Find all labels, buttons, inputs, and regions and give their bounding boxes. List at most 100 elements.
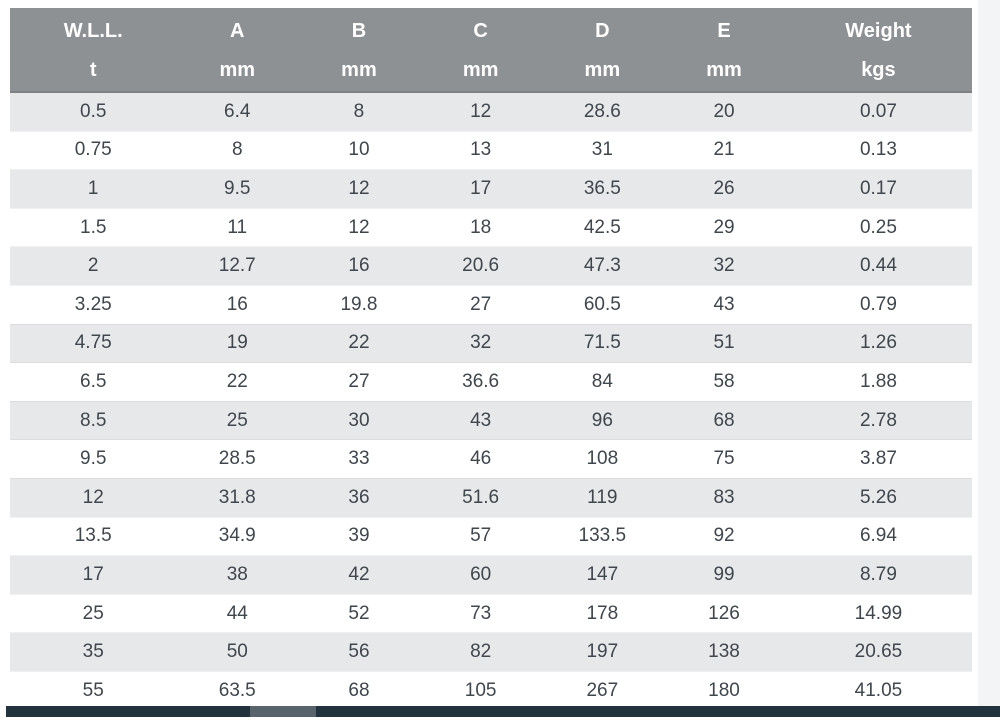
table-row: 55 63.5 68 105 267 180 41.05 xyxy=(10,671,972,711)
cell: 56 xyxy=(298,632,420,672)
cell: 47.3 xyxy=(541,246,664,286)
cell: 13.5 xyxy=(10,517,177,557)
cell: 20.6 xyxy=(419,246,542,286)
table-row: 4.75 19 22 32 71.5 51 1.26 xyxy=(10,324,972,364)
cell: 50 xyxy=(176,632,299,672)
cell: 197 xyxy=(541,632,664,672)
column-header-weight: Weight xyxy=(784,8,972,51)
cell: 20.65 xyxy=(784,632,972,672)
cell: 9.5 xyxy=(10,439,177,479)
cell: 58 xyxy=(663,362,785,402)
cell: 99 xyxy=(663,555,785,595)
cell: 60 xyxy=(419,555,542,595)
right-gutter xyxy=(978,0,1000,706)
cell: 34.9 xyxy=(176,517,299,557)
unit-header-weight: kgs xyxy=(784,51,972,93)
cell: 25 xyxy=(10,594,177,634)
cell: 21 xyxy=(663,131,785,171)
cell: 25 xyxy=(176,401,299,441)
cell: 39 xyxy=(298,517,420,557)
cell: 84 xyxy=(541,362,664,402)
cell: 32 xyxy=(419,324,542,364)
cell: 42 xyxy=(298,555,420,595)
cell: 138 xyxy=(663,632,785,672)
cell: 51 xyxy=(663,324,785,364)
cell: 18 xyxy=(419,208,542,248)
cell: 0.44 xyxy=(784,246,972,286)
unit-header-b: mm xyxy=(298,51,420,93)
cell: 1 xyxy=(10,169,177,209)
table-header-row: W.L.L. A B C D E Weight xyxy=(10,8,972,51)
cell: 126 xyxy=(663,594,785,634)
cell: 0.79 xyxy=(784,285,972,325)
cell: 105 xyxy=(419,671,542,711)
cell: 1.88 xyxy=(784,362,972,402)
unit-header-d: mm xyxy=(541,51,664,93)
table-row: 25 44 52 73 178 126 14.99 xyxy=(10,594,972,634)
table-row: 3.25 16 19.8 27 60.5 43 0.79 xyxy=(10,285,972,325)
table-body: 0.5 6.4 8 12 28.6 20 0.07 0.75 8 10 13 31 21 0.13 1 9.5… xyxy=(10,92,972,711)
spec-table: W.L.L. A B C D E Weight t mm mm mm mm mm… xyxy=(10,8,972,711)
cell: 68 xyxy=(663,401,785,441)
cell: 42.5 xyxy=(541,208,664,248)
cell: 13 xyxy=(419,131,542,171)
cell: 71.5 xyxy=(541,324,664,364)
cell: 4.75 xyxy=(10,324,177,364)
cell: 180 xyxy=(663,671,785,711)
unit-header-c: mm xyxy=(419,51,542,93)
cell: 36 xyxy=(298,478,420,518)
cell: 16 xyxy=(176,285,299,325)
table-row: 8.5 25 30 43 96 68 2.78 xyxy=(10,401,972,441)
cell: 31.8 xyxy=(176,478,299,518)
cell: 10 xyxy=(298,131,420,171)
column-header-wll: W.L.L. xyxy=(10,8,177,51)
scrollbar-thumb[interactable] xyxy=(250,706,316,717)
cell: 2 xyxy=(10,246,177,286)
cell: 29 xyxy=(663,208,785,248)
cell: 27 xyxy=(298,362,420,402)
cell: 2.78 xyxy=(784,401,972,441)
cell: 8 xyxy=(176,131,299,171)
cell: 14.99 xyxy=(784,594,972,634)
cell: 19 xyxy=(176,324,299,364)
cell: 41.05 xyxy=(784,671,972,711)
cell: 28.5 xyxy=(176,439,299,479)
table-row: 9.5 28.5 33 46 108 75 3.87 xyxy=(10,439,972,479)
cell: 73 xyxy=(419,594,542,634)
cell: 31 xyxy=(541,131,664,171)
cell: 147 xyxy=(541,555,664,595)
cell: 12 xyxy=(10,478,177,518)
cell: 1.26 xyxy=(784,324,972,364)
table-row: 35 50 56 82 197 138 20.65 xyxy=(10,632,972,672)
cell: 28.6 xyxy=(541,92,664,132)
cell: 22 xyxy=(176,362,299,402)
cell: 46 xyxy=(419,439,542,479)
cell: 27 xyxy=(419,285,542,325)
horizontal-scrollbar[interactable] xyxy=(6,706,1000,717)
unit-header-e: mm xyxy=(663,51,785,93)
cell: 0.5 xyxy=(10,92,177,132)
cell: 75 xyxy=(663,439,785,479)
cell: 19.8 xyxy=(298,285,420,325)
cell: 51.6 xyxy=(419,478,542,518)
cell: 35 xyxy=(10,632,177,672)
cell: 52 xyxy=(298,594,420,634)
cell: 0.07 xyxy=(784,92,972,132)
spec-table-container: W.L.L. A B C D E Weight t mm mm mm mm mm… xyxy=(10,8,972,711)
cell: 26 xyxy=(663,169,785,209)
cell: 6.5 xyxy=(10,362,177,402)
cell: 43 xyxy=(663,285,785,325)
cell: 55 xyxy=(10,671,177,711)
table-row: 1 9.5 12 17 36.5 26 0.17 xyxy=(10,169,972,209)
table-unit-row: t mm mm mm mm mm kgs xyxy=(10,51,972,93)
cell: 178 xyxy=(541,594,664,634)
cell: 9.5 xyxy=(176,169,299,209)
cell: 33 xyxy=(298,439,420,479)
cell: 36.6 xyxy=(419,362,542,402)
cell: 68 xyxy=(298,671,420,711)
cell: 12.7 xyxy=(176,246,299,286)
cell: 5.26 xyxy=(784,478,972,518)
cell: 8.79 xyxy=(784,555,972,595)
cell: 36.5 xyxy=(541,169,664,209)
cell: 0.13 xyxy=(784,131,972,171)
